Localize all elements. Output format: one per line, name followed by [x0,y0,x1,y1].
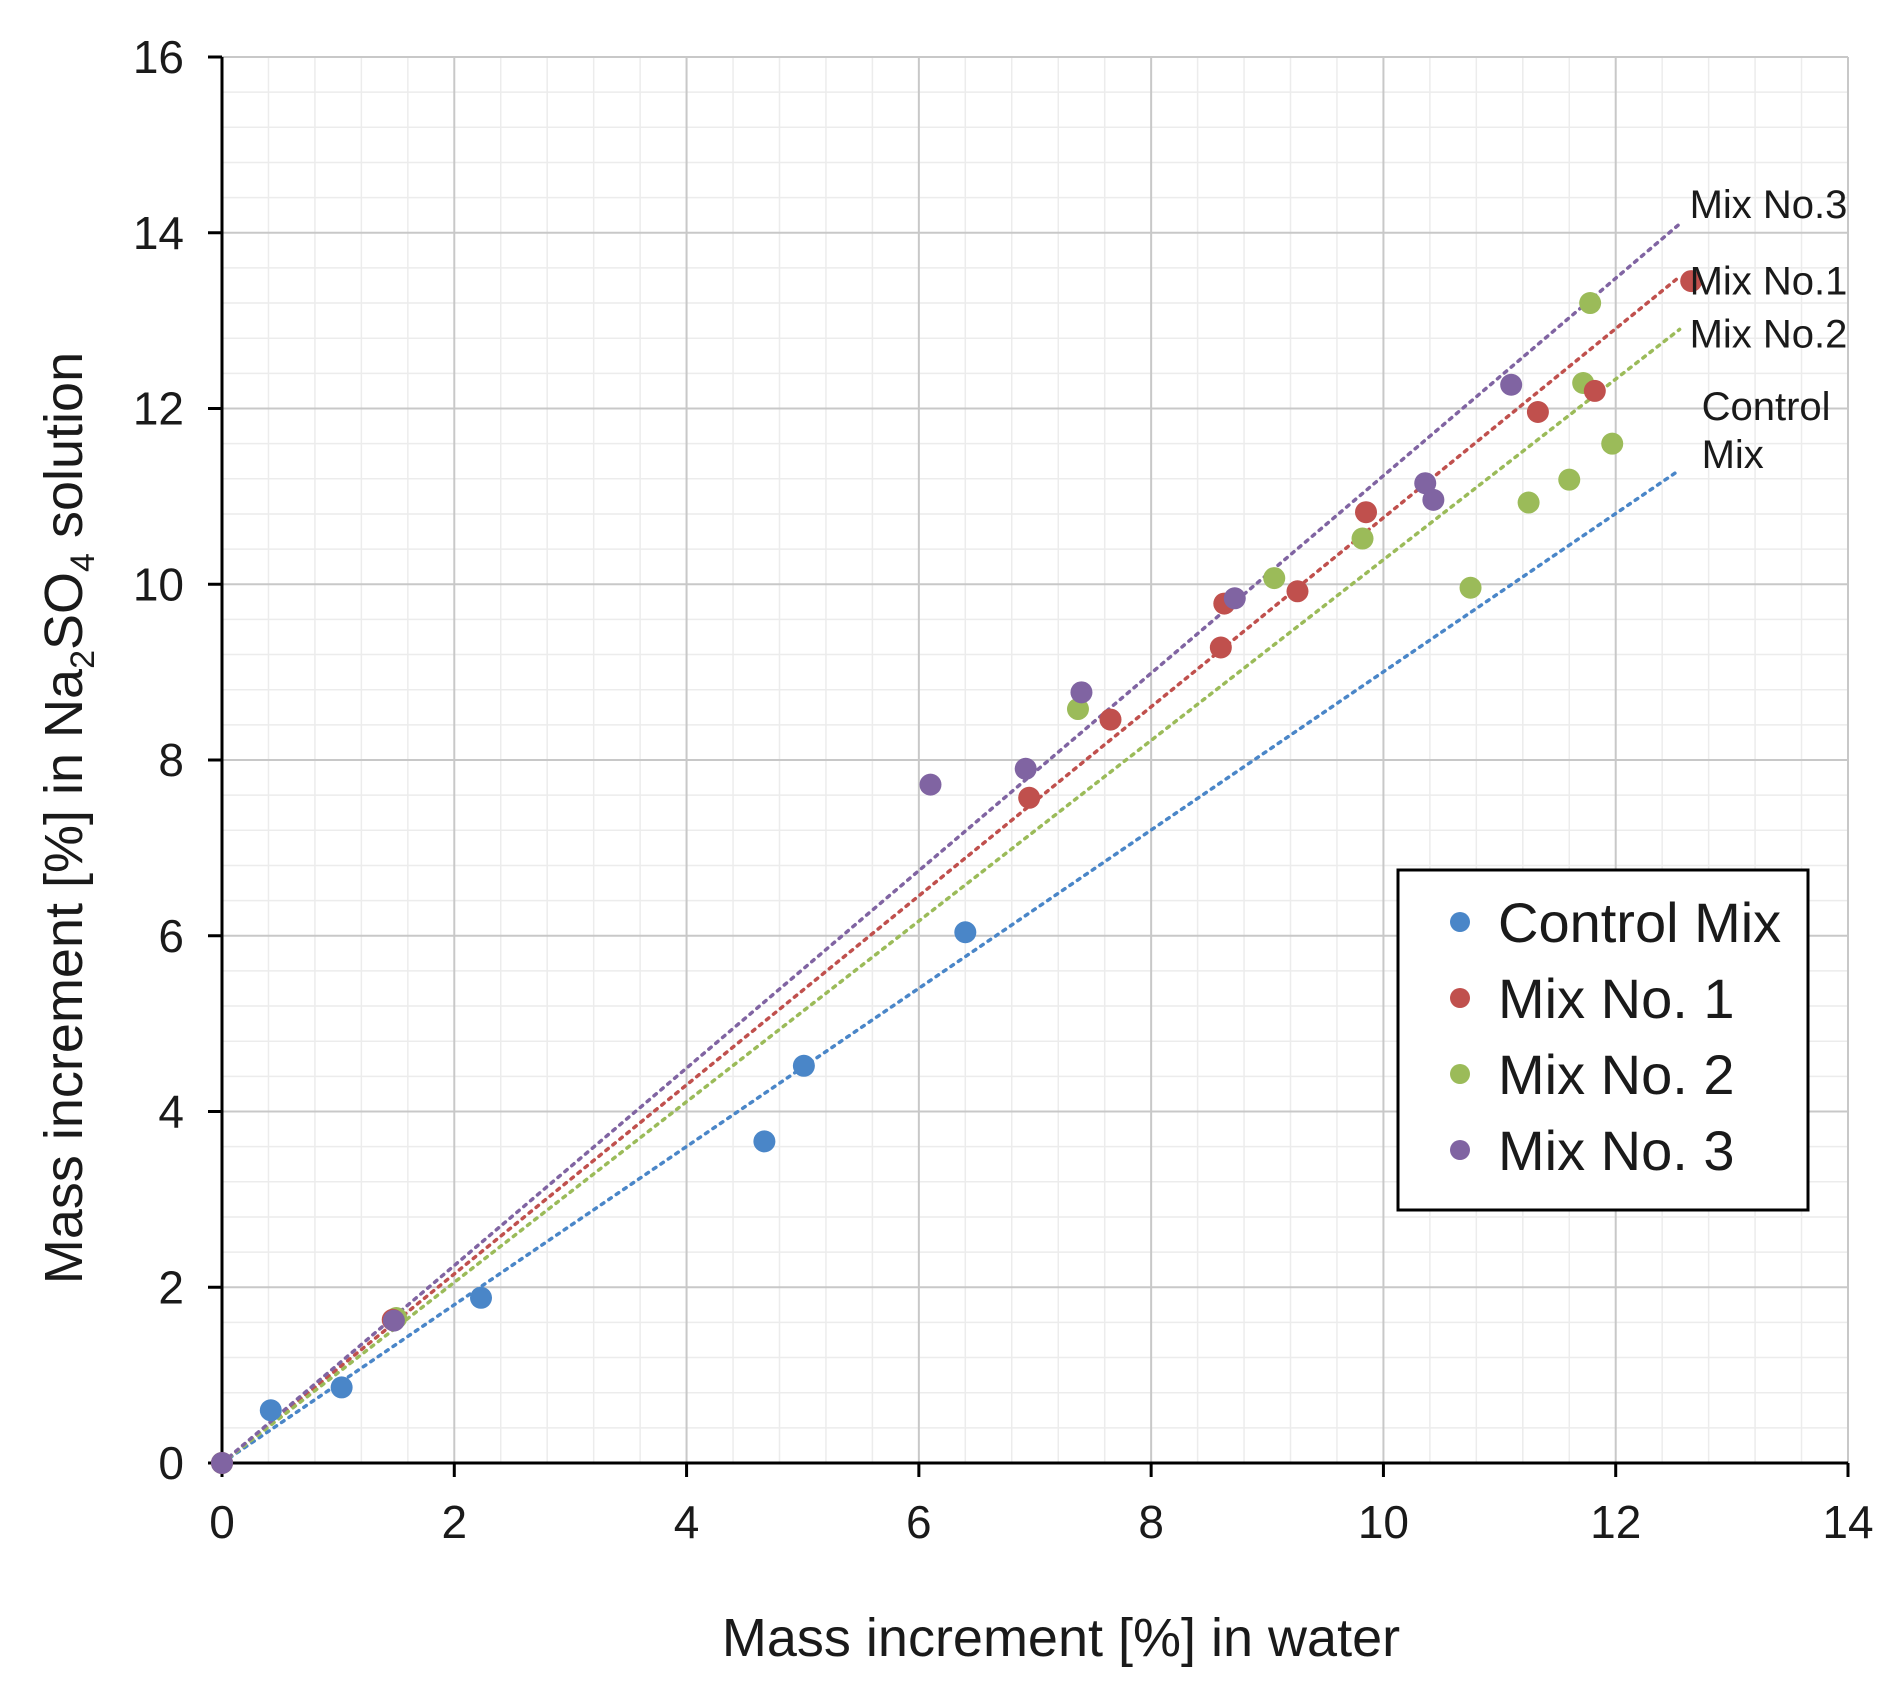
y-tick-label: 14 [133,207,184,259]
trendline-3 [220,327,1682,1465]
y-tick-label: 0 [158,1437,184,1489]
data-point [1517,491,1540,514]
x-tick-label: 0 [209,1496,235,1548]
data-point [1070,681,1093,704]
legend-label: Control Mix [1498,891,1781,954]
y-axis-title-mid: SO [34,572,94,650]
data-point [1209,636,1232,659]
trendline-1 [220,468,1682,1465]
data-point [1601,432,1624,455]
legend-label: Mix No. 2 [1498,1043,1735,1106]
data-point [1558,468,1581,491]
data-point [1351,527,1374,550]
y-tick-label: 2 [158,1261,184,1313]
tick-labels: 0 2 4 6 8 10 12 14 0 2 4 6 8 10 12 14 16 [133,31,1874,1548]
data-point [1526,401,1549,424]
trendline-label: Control [1702,385,1831,429]
y-tick-label: 12 [133,383,184,435]
trendline-label: Mix No.2 [1690,312,1848,356]
data-point [1680,270,1703,293]
trendline-4 [220,222,1682,1465]
data-point [1355,501,1378,524]
data-point [1286,580,1309,603]
x-tick-label: 4 [674,1496,700,1548]
x-tick-label: 8 [1138,1496,1164,1548]
trendline-label: Mix No.1 [1690,260,1848,304]
data-point [919,773,942,796]
data-point [1099,708,1122,731]
x-tick-label: 12 [1590,1496,1641,1548]
data-point [1066,698,1089,721]
data-point [1579,292,1602,315]
data-point [1500,373,1523,396]
legend-label: Mix No. 1 [1498,967,1735,1030]
legend-marker [1450,988,1470,1008]
data-points [211,270,1703,1474]
data-point [1583,379,1606,402]
axes [208,55,1850,1477]
legend-marker [1450,1140,1470,1160]
data-point [259,1399,282,1422]
trendline-2 [220,274,1682,1465]
data-point [330,1376,353,1399]
legend-label: Mix No. 3 [1498,1119,1735,1182]
x-tick-label: 6 [906,1496,932,1548]
data-point [753,1130,776,1153]
data-point [954,921,977,944]
x-tick-label: 2 [441,1496,467,1548]
y-axis-title-prefix: Mass increment [%] in Na [34,668,94,1284]
y-tick-label: 8 [158,734,184,786]
trendline-label: Mix [1702,433,1764,477]
data-point [792,1054,815,1077]
data-point [1014,757,1037,780]
legend-items: Control Mix Mix No. 1 Mix No. 2 Mix No. 3 [1450,891,1781,1182]
trendline-label: Mix No.3 [1690,183,1848,227]
y-tick-label: 16 [133,31,184,83]
data-point [469,1286,492,1309]
data-point [1422,488,1445,511]
y-axis-title-sub2: 4 [64,553,102,572]
data-point [1263,567,1286,590]
data-point [1018,786,1041,809]
y-tick-label: 4 [158,1086,184,1138]
trendlines [220,222,1682,1465]
legend-marker [1450,912,1470,932]
y-tick-label: 10 [133,558,184,610]
data-point [211,1452,233,1474]
y-axis-title: Mass increment [%] in Na2SO4 solution [34,352,102,1284]
data-point [1223,587,1246,610]
x-tick-label: 10 [1358,1496,1409,1548]
x-axis-title: Mass increment [%] in water [722,1608,1400,1668]
data-point [382,1309,405,1332]
y-tick-label: 6 [158,910,184,962]
data-point [1414,472,1437,495]
data-point [1459,576,1482,599]
y-axis-title-suffix: solution [34,352,94,553]
y-axis-title-sub1: 2 [64,650,102,669]
legend: Control Mix Mix No. 1 Mix No. 2 Mix No. 3 [1396,868,1810,1212]
legend-marker [1450,1064,1470,1084]
x-tick-label: 14 [1822,1496,1873,1548]
